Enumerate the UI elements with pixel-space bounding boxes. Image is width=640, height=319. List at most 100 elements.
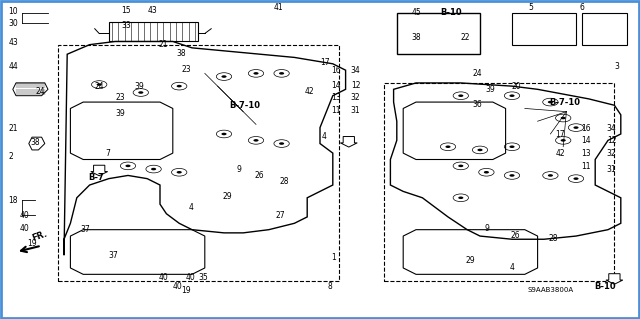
- Text: 40: 40: [19, 211, 29, 219]
- Text: 12: 12: [607, 137, 616, 145]
- Circle shape: [138, 91, 143, 94]
- Text: 4: 4: [321, 132, 326, 141]
- Text: 17: 17: [320, 58, 330, 67]
- Text: 21: 21: [159, 40, 168, 48]
- Text: 38: 38: [176, 49, 186, 58]
- Circle shape: [548, 174, 553, 177]
- Text: 13: 13: [331, 93, 340, 102]
- Circle shape: [548, 101, 553, 103]
- Text: 38: 38: [412, 33, 421, 42]
- Text: B-7-10: B-7-10: [549, 98, 580, 107]
- Text: 34: 34: [607, 124, 616, 133]
- Circle shape: [151, 168, 156, 170]
- Text: 32: 32: [351, 93, 360, 102]
- Text: 26: 26: [510, 231, 520, 240]
- Text: 16: 16: [581, 124, 591, 133]
- Text: 31: 31: [607, 165, 616, 174]
- Text: 39: 39: [485, 85, 495, 94]
- Text: 42: 42: [556, 149, 565, 158]
- Circle shape: [279, 142, 284, 145]
- Circle shape: [253, 139, 259, 142]
- Text: 17: 17: [556, 130, 565, 139]
- Text: 38: 38: [31, 138, 40, 147]
- Text: 9: 9: [237, 165, 242, 174]
- Text: B-7-10: B-7-10: [229, 101, 260, 110]
- Text: 35: 35: [198, 273, 208, 282]
- Text: 21: 21: [8, 124, 18, 133]
- Circle shape: [573, 126, 579, 129]
- Circle shape: [97, 83, 102, 86]
- Text: 40: 40: [19, 224, 29, 233]
- Circle shape: [573, 177, 579, 180]
- Text: B-10: B-10: [440, 8, 462, 17]
- Text: 15: 15: [122, 6, 131, 15]
- Text: 39: 39: [115, 109, 125, 118]
- Text: 43: 43: [8, 38, 18, 47]
- Text: 9: 9: [484, 224, 490, 233]
- Text: 11: 11: [331, 106, 340, 115]
- Text: 26: 26: [255, 171, 264, 180]
- Text: 39: 39: [134, 82, 144, 91]
- Text: 37: 37: [109, 251, 118, 260]
- Circle shape: [458, 165, 463, 167]
- Text: 5: 5: [528, 3, 533, 11]
- Text: 44: 44: [8, 62, 18, 70]
- Text: 41: 41: [274, 3, 284, 11]
- Circle shape: [279, 72, 284, 75]
- Text: 7: 7: [106, 149, 111, 158]
- Text: 30: 30: [8, 19, 18, 28]
- Text: 23: 23: [181, 65, 191, 74]
- Text: 8: 8: [328, 282, 332, 291]
- Text: 43: 43: [147, 6, 157, 15]
- Circle shape: [125, 165, 131, 167]
- Text: 40: 40: [173, 282, 182, 291]
- Bar: [397, 13, 480, 54]
- Text: 40: 40: [159, 273, 168, 282]
- Text: 18: 18: [8, 196, 18, 205]
- Text: 27: 27: [275, 211, 285, 220]
- Circle shape: [177, 171, 182, 174]
- Text: 28: 28: [279, 177, 289, 186]
- Circle shape: [458, 197, 463, 199]
- Text: 29: 29: [223, 192, 232, 201]
- Text: 2: 2: [8, 152, 13, 161]
- Circle shape: [477, 149, 483, 151]
- Text: 45: 45: [412, 8, 421, 17]
- Text: 4: 4: [510, 263, 515, 271]
- Circle shape: [561, 117, 566, 119]
- Text: 24: 24: [472, 69, 482, 78]
- Text: FR.: FR.: [31, 229, 49, 243]
- Text: 24: 24: [95, 82, 104, 91]
- FancyArrow shape: [606, 274, 623, 284]
- Bar: [512, 13, 576, 45]
- Circle shape: [561, 139, 566, 142]
- Text: 42: 42: [305, 87, 314, 96]
- Text: 19: 19: [181, 286, 191, 295]
- Text: 13: 13: [581, 149, 591, 158]
- Circle shape: [509, 145, 515, 148]
- Circle shape: [458, 94, 463, 97]
- Text: 16: 16: [331, 66, 340, 75]
- Bar: [582, 13, 627, 45]
- Text: 24: 24: [35, 87, 45, 96]
- Circle shape: [221, 133, 227, 135]
- Text: 37: 37: [80, 225, 90, 234]
- Text: 14: 14: [331, 81, 340, 90]
- Text: 11: 11: [581, 162, 591, 171]
- Text: 29: 29: [465, 256, 475, 265]
- Text: 34: 34: [351, 66, 360, 75]
- Circle shape: [509, 94, 515, 97]
- Text: 1: 1: [332, 253, 336, 262]
- Text: 31: 31: [351, 106, 360, 115]
- Text: 19: 19: [28, 239, 37, 248]
- Circle shape: [445, 145, 451, 148]
- Text: 36: 36: [472, 100, 482, 109]
- Text: 32: 32: [607, 149, 616, 158]
- Text: 28: 28: [548, 234, 558, 243]
- Text: 6: 6: [580, 3, 585, 11]
- Text: 40: 40: [186, 273, 195, 282]
- Circle shape: [221, 75, 227, 78]
- Circle shape: [509, 174, 515, 177]
- Text: 22: 22: [461, 33, 470, 42]
- Text: 10: 10: [8, 7, 18, 16]
